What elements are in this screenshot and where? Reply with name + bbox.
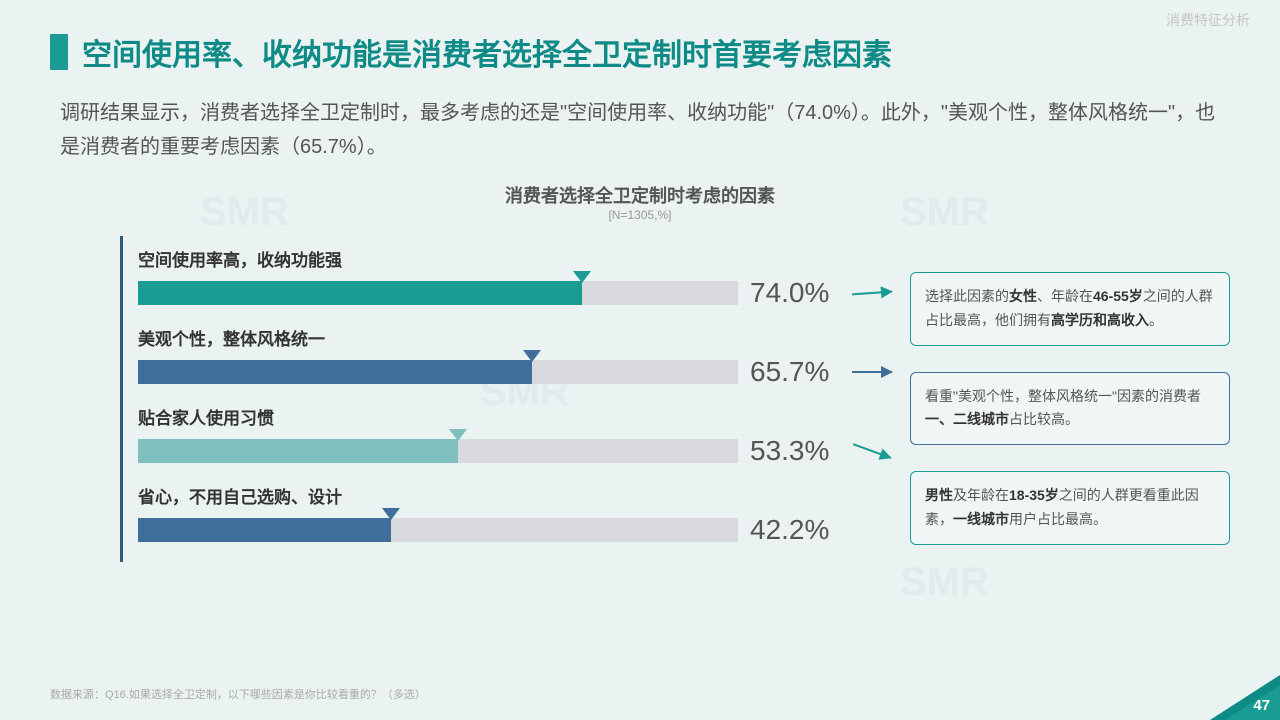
chart-title: 消费者选择全卫定制时考虑的因素 bbox=[60, 182, 1220, 208]
bar-fill bbox=[138, 281, 582, 305]
bar-fill bbox=[138, 518, 391, 542]
bar-label: 空间使用率高，收纳功能强 bbox=[138, 246, 1220, 271]
callout-box: 看重"美观个性，整体风格统一"因素的消费者一、二线城市占比较高。 bbox=[910, 372, 1230, 446]
marker-icon bbox=[523, 350, 541, 362]
bar-fill bbox=[138, 439, 458, 463]
bar-value: 65.7% bbox=[750, 356, 840, 388]
title-accent bbox=[50, 34, 68, 70]
callouts: 选择此因素的女性、年龄在46-55岁之间的人群占比最高，他们拥有高学历和高收入。… bbox=[910, 272, 1230, 545]
data-source: 数据来源：Q16.如果选择全卫定制，以下哪些因素是你比较看重的？（多选） bbox=[50, 686, 426, 702]
page-corner: 47 bbox=[1210, 675, 1280, 720]
marker-icon bbox=[449, 429, 467, 441]
bar-value: 74.0% bbox=[750, 277, 840, 309]
bar-value: 53.3% bbox=[750, 435, 840, 467]
bar-value: 42.2% bbox=[750, 514, 840, 546]
bar-track bbox=[138, 281, 738, 305]
arrow-icon bbox=[853, 443, 891, 459]
chart-subtitle: [N=1305,%] bbox=[60, 208, 1220, 222]
bar-track bbox=[138, 360, 738, 384]
section-label: 消费特征分析 bbox=[1166, 10, 1250, 30]
marker-icon bbox=[573, 271, 591, 283]
bar-track bbox=[138, 439, 738, 463]
callout-box: 选择此因素的女性、年龄在46-55岁之间的人群占比最高，他们拥有高学历和高收入。 bbox=[910, 272, 1230, 346]
arrow-icon bbox=[852, 291, 892, 296]
callout-box: 男性及年龄在18-35岁之间的人群更看重此因素，一线城市用户占比最高。 bbox=[910, 471, 1230, 545]
arrow-icon bbox=[852, 371, 892, 373]
intro-text: 调研结果显示，消费者选择全卫定制时，最多考虑的还是"空间使用率、收纳功能"（74… bbox=[0, 74, 1280, 164]
header: 消费特征分析 空间使用率、收纳功能是消费者选择全卫定制时首要考虑因素 bbox=[0, 0, 1280, 74]
page-number: 47 bbox=[1253, 697, 1270, 714]
bar-track bbox=[138, 518, 738, 542]
bar-fill bbox=[138, 360, 532, 384]
marker-icon bbox=[382, 508, 400, 520]
page-title: 空间使用率、收纳功能是消费者选择全卫定制时首要考虑因素 bbox=[82, 30, 892, 74]
